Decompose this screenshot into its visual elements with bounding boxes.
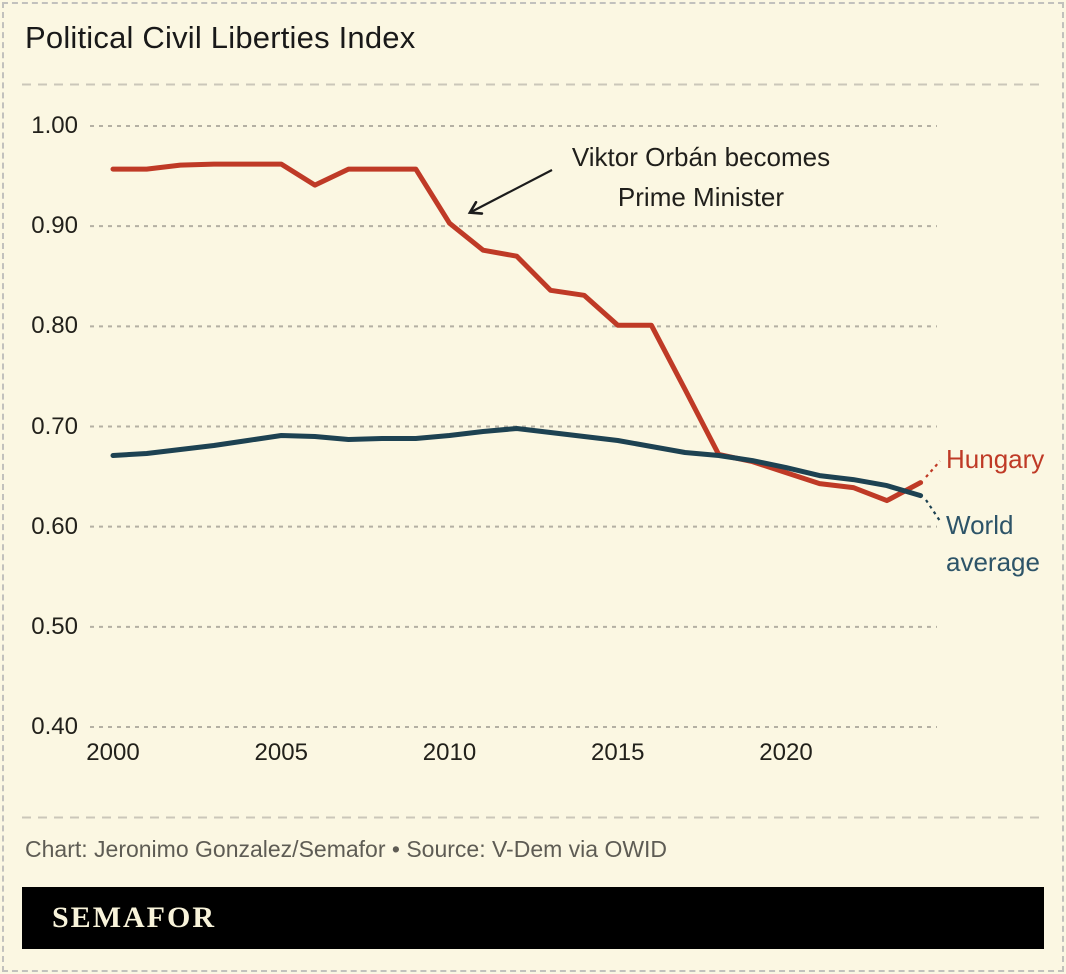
annotation-orban: Viktor Orbán becomes Prime Minister (540, 137, 862, 217)
leader-line-world-average (925, 499, 941, 522)
y-tick-label: 1.00 (31, 112, 78, 139)
semafor-logo: SEMAFOR (52, 901, 216, 934)
chart-credit: Chart: Jeronimo Gonzalez/Semafor • Sourc… (25, 836, 668, 862)
x-tick-label: 2000 (86, 739, 140, 766)
y-tick-label: 0.60 (31, 512, 78, 540)
chart-title: Political Civil Liberties Index (25, 20, 416, 55)
line-world-average (110, 426, 924, 499)
x-tick-label: 2005 (254, 739, 308, 766)
y-tick-label: 0.70 (31, 412, 78, 440)
leader-line-hungary (925, 460, 941, 478)
series-label-world-line2: average (946, 547, 1040, 577)
annotation-line-1: Viktor Orbán becomes (571, 142, 831, 172)
series-label-hungary: Hungary (946, 443, 1044, 475)
annotation-arrow (467, 169, 553, 215)
y-tick-label: 0.40 (31, 713, 78, 740)
x-tick-label: 2020 (759, 739, 813, 766)
y-tick-label: 0.90 (31, 212, 78, 240)
x-tick-label: 2010 (422, 739, 477, 766)
series-label-world-line1: World (946, 510, 1014, 540)
y-tick-label: 0.50 (31, 612, 78, 640)
x-tick-label: 2015 (591, 739, 645, 766)
y-tick-label: 0.80 (31, 312, 78, 340)
series-label-hungary-text: Hungary (946, 444, 1045, 474)
line-hungary (110, 161, 924, 504)
annotation-line-2: Prime Minister (617, 182, 785, 212)
series-label-world-average: World average (946, 507, 1040, 581)
logo-bar: SEMAFOR (22, 887, 1044, 949)
